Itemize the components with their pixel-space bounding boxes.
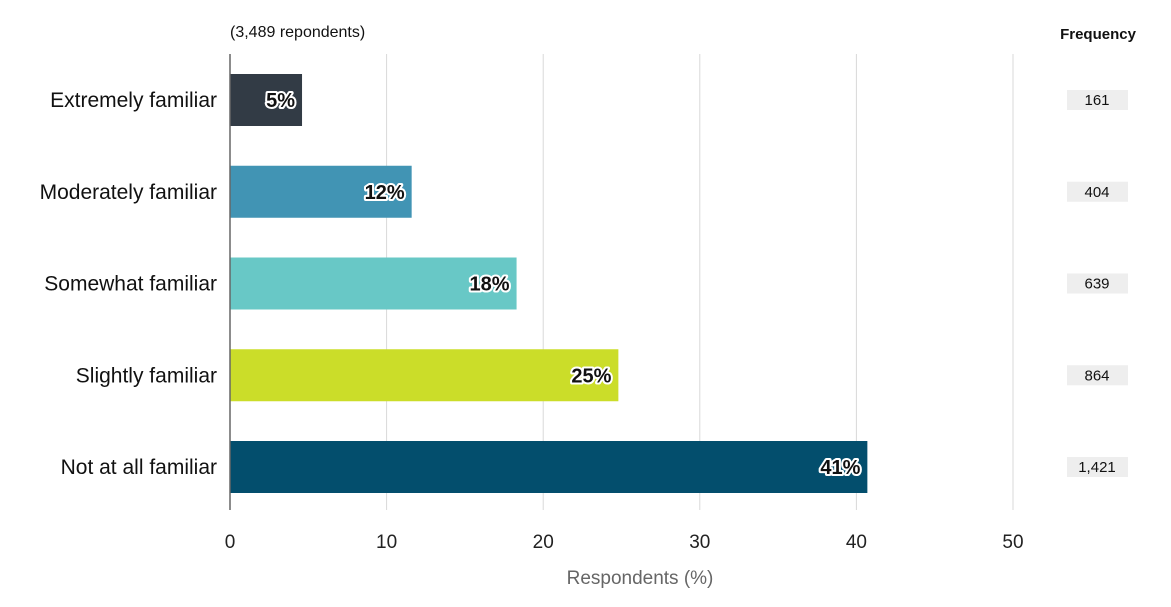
bar — [230, 257, 517, 310]
frequency-value: 864 — [1084, 367, 1109, 384]
frequency-cell — [1067, 181, 1128, 202]
bar — [230, 441, 868, 493]
category-labels: Extremely familiar Moderately familiar Som… — [40, 89, 217, 479]
frequency-value: 404 — [1084, 184, 1109, 201]
frequency-cell — [1067, 457, 1128, 477]
x-tick-label: 40 — [846, 532, 867, 553]
frequency-title: Frequency — [1060, 26, 1137, 43]
x-tick-label: 30 — [689, 532, 710, 553]
x-tick-label: 50 — [1002, 532, 1023, 553]
category-label: Moderately familiar — [40, 181, 217, 204]
bar — [230, 349, 619, 402]
x-tick-label: 0 — [225, 532, 236, 553]
data-label: 18% — [470, 274, 510, 296]
category-label: Extremely familiar — [50, 89, 217, 112]
chart-subtitle: (3,489 repondents) — [230, 24, 365, 41]
frequency-value: 161 — [1084, 92, 1109, 109]
frequency-cell — [1067, 365, 1128, 386]
data-labels: 5% 12% 18% 25% 41% — [264, 88, 862, 481]
frequency-cell — [1067, 90, 1128, 110]
gridlines — [386, 54, 1014, 510]
x-axis-title: Respondents (%) — [567, 568, 714, 589]
frequency-cell — [1067, 273, 1128, 294]
bar — [230, 165, 412, 218]
data-label: 25% — [571, 365, 611, 387]
bars — [230, 74, 868, 493]
frequency-value: 639 — [1084, 276, 1109, 293]
x-tick-labels: 0 10 20 30 40 50 — [225, 532, 1024, 553]
bar — [230, 74, 303, 126]
frequency-column: 161 404 639 864 1,421 — [1067, 90, 1128, 477]
category-label: Not at all familiar — [61, 456, 217, 479]
data-label: 41% — [820, 457, 860, 479]
x-tick-label: 20 — [533, 532, 554, 553]
category-label: Somewhat familiar — [44, 273, 217, 296]
frequency-value: 1,421 — [1078, 459, 1116, 476]
x-tick-label: 10 — [376, 532, 397, 553]
data-label: 12% — [365, 182, 405, 204]
category-label: Slightly familiar — [76, 364, 217, 387]
data-label: 5% — [266, 90, 295, 112]
